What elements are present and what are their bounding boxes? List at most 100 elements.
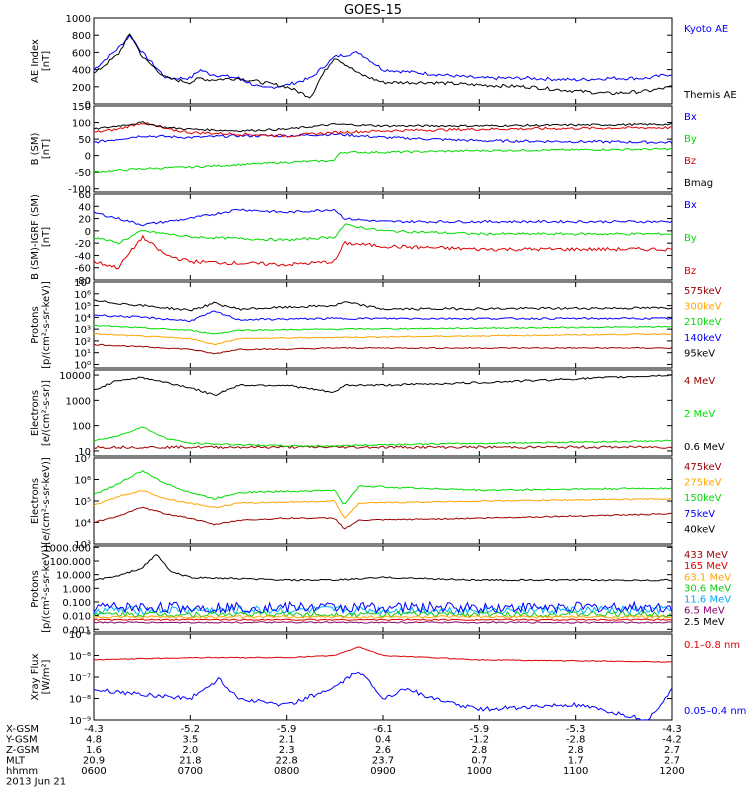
x-row-label: Y-GSM xyxy=(5,735,38,746)
panel-frame xyxy=(93,369,673,457)
y-axis-label: Electrons[e/(cm²-s-sr-keV)] xyxy=(30,457,52,545)
legend-entry: Bmag xyxy=(684,178,713,189)
x-row-value: -4.3 xyxy=(662,724,682,735)
y-tick-label: 0 xyxy=(85,100,91,111)
y-tick-label: 1000 xyxy=(66,396,91,407)
legend-entry: 433 MeV xyxy=(684,550,728,561)
panel-frame xyxy=(93,281,673,369)
y-tick-label: 1000.000 xyxy=(43,543,91,554)
x-row-value: 2.3 xyxy=(279,745,295,756)
y-tick-label: 10⁻⁶ xyxy=(69,652,91,663)
y-tick-label: 10⁰ xyxy=(74,360,91,371)
panel-protons_hi: 0.001 0.010 0.100 1.000 10.000 100.000 1000.00… xyxy=(30,543,731,636)
legend-entry: 95keV xyxy=(684,348,715,359)
y-tick-label: 10³ xyxy=(74,540,91,551)
y-tick-label: 10⁻⁹ xyxy=(69,716,91,727)
legend-entry: 165 MeV xyxy=(684,561,728,572)
x-row-value: -6.1 xyxy=(373,724,393,735)
x-row-value: 23.7 xyxy=(372,756,394,767)
x-row-value: 3.5 xyxy=(182,735,198,746)
series-line-150keV xyxy=(93,469,673,505)
y-tick-label: 10⁶ xyxy=(74,290,91,301)
y-tick-label: 0 xyxy=(85,227,91,238)
y-tick-label: 0.100 xyxy=(62,598,91,609)
y-tick-label: 10⁵ xyxy=(74,497,91,508)
panel-bfield: -100 -50 0 50 100 150 B (SM)[nT] Bx By Bz Bmag xyxy=(30,102,713,196)
y-tick-label: 0.001 xyxy=(62,625,91,636)
y-tick-label: 10⁴ xyxy=(74,313,91,324)
legend-entry: By xyxy=(684,134,697,145)
x-row-value: -5.2 xyxy=(181,724,201,735)
legend-entry: 300keV xyxy=(684,302,722,313)
y-tick-label: 10⁷ xyxy=(74,454,91,465)
legend-entry: Bx xyxy=(684,112,697,123)
series-line-2-5-MeV xyxy=(93,621,673,624)
y-axis-label: Protons[p/(cm²-s-sr-keV)] xyxy=(30,545,52,633)
y-tick-label: -20 xyxy=(75,239,91,250)
legend-entry: 0.05–0.4 nm xyxy=(684,706,746,717)
x-row-value: 2.7 xyxy=(664,756,680,767)
x-row-label: hhmm xyxy=(6,766,38,777)
y-tick-label: 60 xyxy=(78,190,91,201)
x-row-value: 1200 xyxy=(659,766,684,777)
legend-entry: By xyxy=(684,233,697,244)
x-row-label: MLT xyxy=(6,756,26,767)
series-line-30-6-MeV xyxy=(93,610,673,618)
y-tick-label: 10⁵ xyxy=(74,302,91,313)
legend-entry: Bz xyxy=(684,156,696,167)
x-row-value: 0.4 xyxy=(375,735,391,746)
x-row-value: 2.8 xyxy=(568,745,584,756)
y-axis-label: B (SM)[nT] xyxy=(30,132,52,165)
y-axis-label: Electrons[e/(cm²-s-sr)] xyxy=(30,380,52,446)
series-line-95keV xyxy=(93,299,673,312)
y-tick-label: 100.000 xyxy=(50,557,91,568)
date-label: 2013 Jun 21 xyxy=(6,777,66,788)
y-axis-label-line: Xray Flux xyxy=(30,653,41,700)
y-axis-label: Protons[p/(cm²-s-sr-keV)] xyxy=(30,281,52,369)
x-row-value: 1.6 xyxy=(86,745,102,756)
y-axis-label-line: [e/(cm²-s-sr)] xyxy=(41,380,52,446)
legend-entry: Bx xyxy=(684,200,697,211)
y-axis-label-line: Electrons xyxy=(30,478,41,524)
y-tick-label: 10³ xyxy=(74,325,91,336)
y-tick-label: 100 xyxy=(72,119,91,130)
legend-entry: 2 MeV xyxy=(684,409,715,420)
legend-entry: 6.5 MeV xyxy=(684,606,725,617)
y-tick-label: 1.000 xyxy=(62,584,91,595)
x-row-value: 0700 xyxy=(178,766,203,777)
series-line-300keV xyxy=(93,332,673,346)
x-row-value: -2.8 xyxy=(566,735,586,746)
y-axis-label-line: B (SM)-IGRF (SM) xyxy=(30,194,41,280)
x-row-value: 2.7 xyxy=(664,745,680,756)
y-axis-label: Xray Flux[W/m²] xyxy=(30,653,52,700)
x-row-value: 0800 xyxy=(274,766,299,777)
x-row-value: 22.8 xyxy=(276,756,298,767)
series-line-Bx xyxy=(93,132,673,145)
y-tick-label: 10.000 xyxy=(56,571,91,582)
y-tick-label: 10¹ xyxy=(74,349,91,360)
y-tick-label: 150 xyxy=(72,102,91,113)
x-row-value: 1000 xyxy=(467,766,492,777)
x-row-value: -5.9 xyxy=(277,724,297,735)
series-line-0-1-0-8-nm xyxy=(93,646,673,663)
legend-entry: Bz xyxy=(684,266,696,277)
x-row-value: 2.0 xyxy=(182,745,198,756)
legend-entry: 275keV xyxy=(684,478,722,489)
legend-entry: 210keV xyxy=(684,317,722,328)
legend-entry: 63.1 MeV xyxy=(684,572,731,583)
x-row-value: 20.9 xyxy=(83,756,105,767)
y-tick-label: 10⁶ xyxy=(74,476,91,487)
legend-entry: 2.5 MeV xyxy=(684,617,725,628)
legend-entry: 575keV xyxy=(684,286,722,297)
series-line-75keV xyxy=(93,490,672,519)
series-line-By xyxy=(93,223,673,245)
y-tick-label: -50 xyxy=(75,168,91,179)
legend-entry: 4 MeV xyxy=(684,376,715,387)
legend-entry: 475keV xyxy=(684,462,722,473)
y-axis-label-line: AE Index xyxy=(30,39,41,83)
x-row-value: -4.2 xyxy=(662,735,682,746)
x-row-value: -1.2 xyxy=(470,735,490,746)
y-tick-label: 10⁻⁸ xyxy=(69,695,91,706)
